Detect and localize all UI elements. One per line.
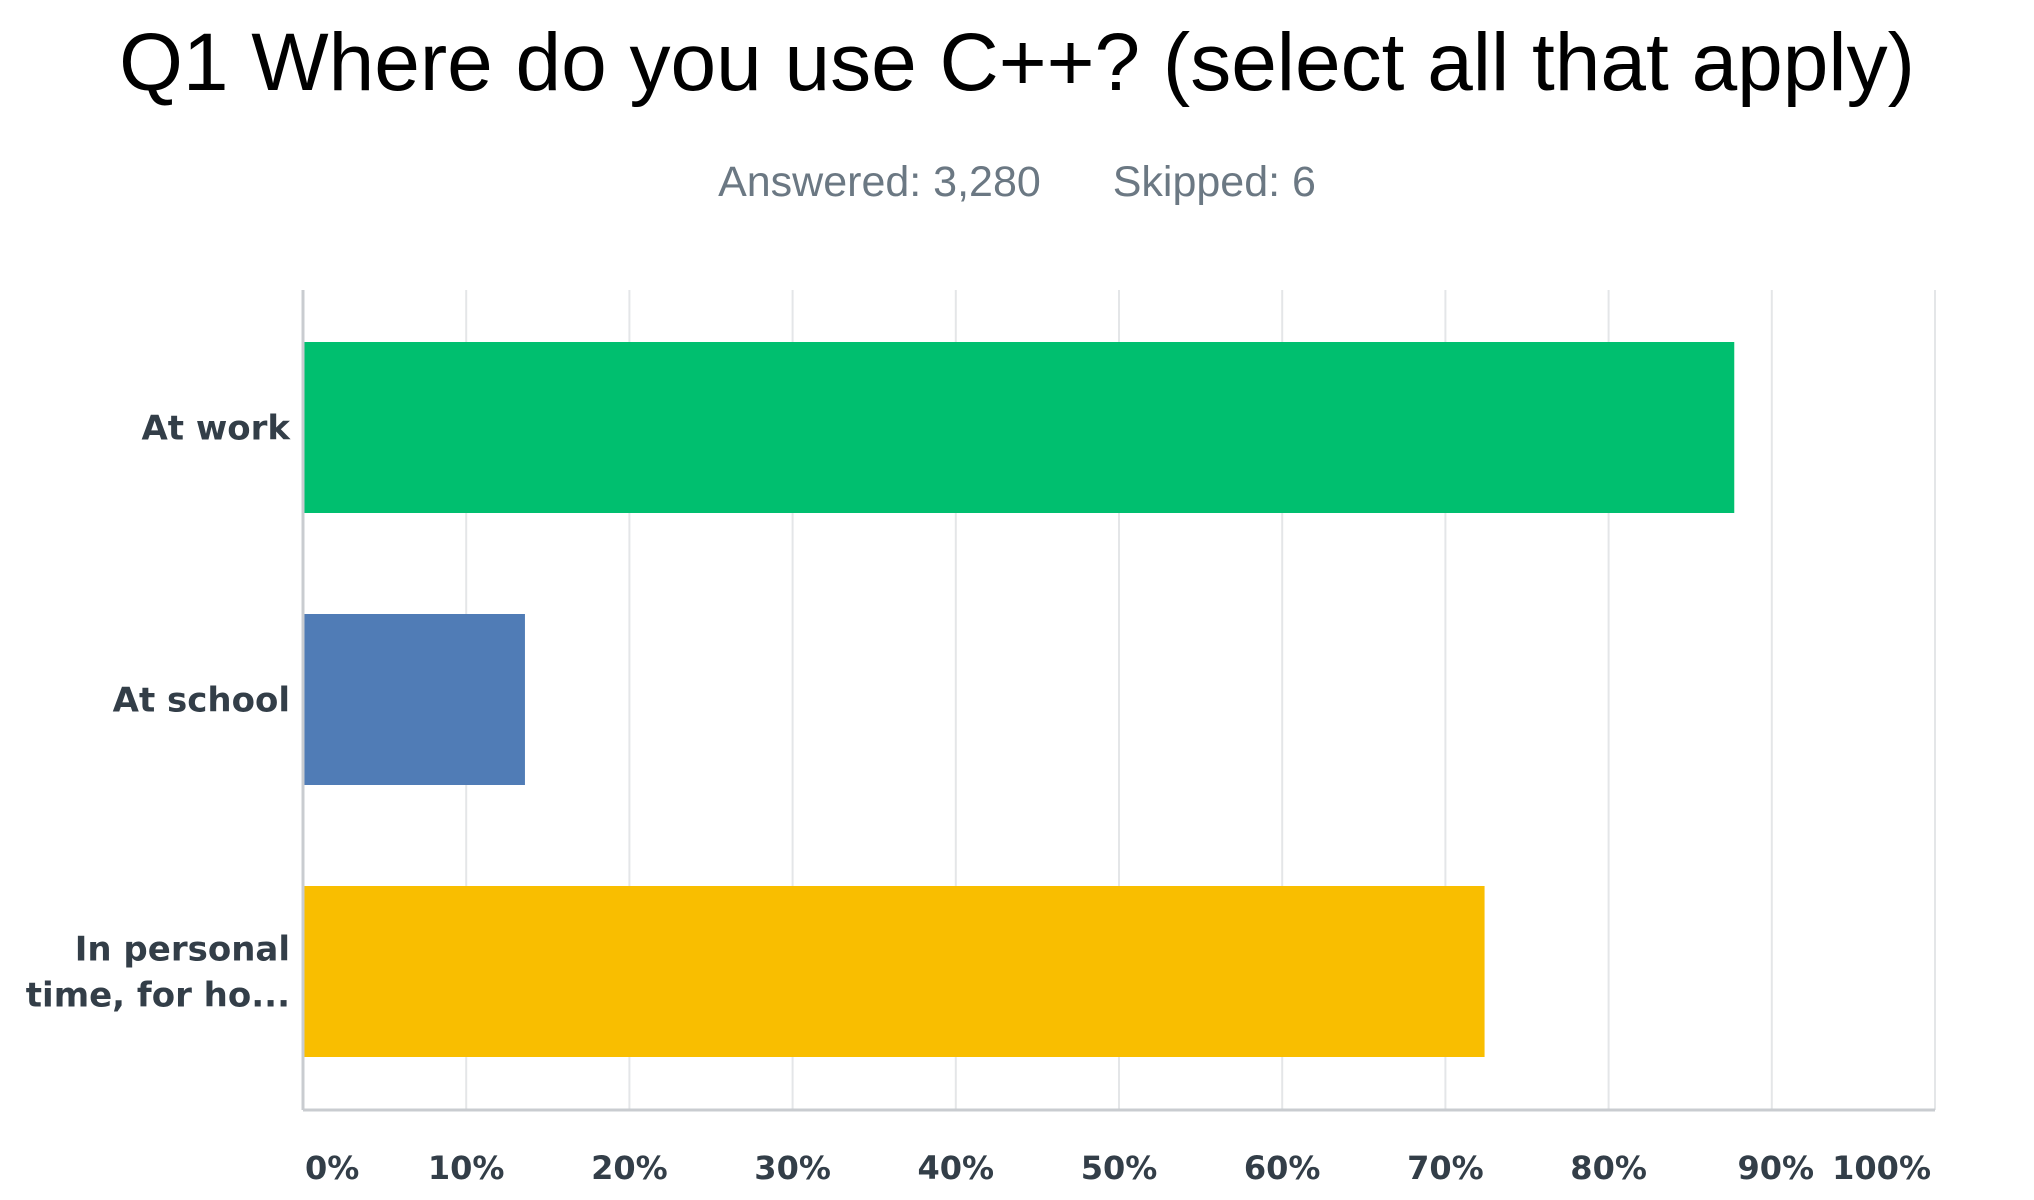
tick-label-20: 20% (591, 1149, 668, 1187)
bar-2 (303, 886, 1485, 1057)
tick-label-40: 40% (918, 1149, 995, 1187)
tick-labels: 0% 10% 20% 30% 40% 50% 60% 70% 80% 90% 100% (305, 1149, 1931, 1187)
category-label: At work (141, 409, 291, 449)
tick-label-0: 0% (305, 1149, 359, 1187)
bar-0 (303, 342, 1734, 513)
tick-label-50: 50% (1081, 1149, 1158, 1187)
bar-1 (303, 614, 525, 785)
tick-label-70: 70% (1407, 1149, 1484, 1187)
tick-label-60: 60% (1244, 1149, 1321, 1187)
tick-label-30: 30% (754, 1149, 831, 1187)
category-labels: At work At school In personal time, for ho.… (26, 409, 292, 1016)
category-label: In personal (75, 930, 290, 970)
tick-label-10: 10% (428, 1149, 505, 1187)
tick-label-90: 90% (1738, 1149, 1815, 1187)
tick-label-100: 100% (1832, 1149, 1931, 1187)
tick-label-80: 80% (1570, 1149, 1647, 1187)
bars (303, 342, 1734, 1057)
category-label: time, for ho... (26, 976, 290, 1016)
category-label: At school (113, 681, 290, 721)
